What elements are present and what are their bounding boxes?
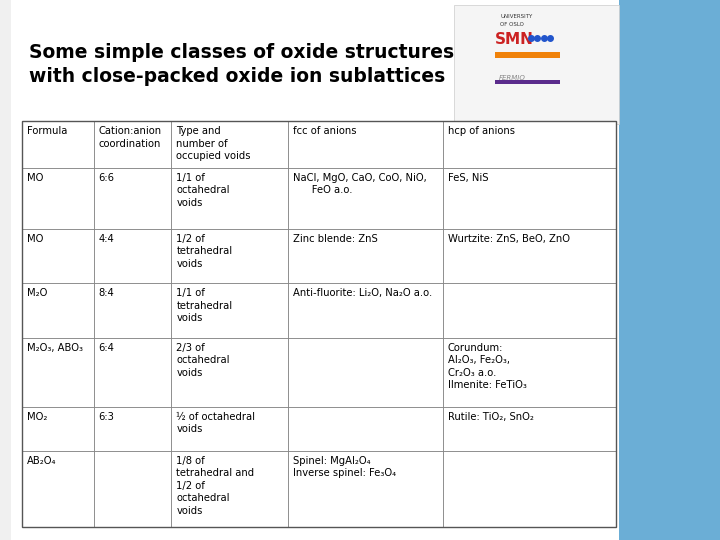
Text: SMN: SMN (495, 32, 534, 48)
Text: 6:3: 6:3 (99, 412, 114, 422)
Bar (443, 168, 616, 229)
Text: Corundum:
Al₂O₃, Fe₂O₃,
Cr₂O₃ a.o.
Ilmenite: FeTiO₃: Corundum: Al₂O₃, Fe₂O₃, Cr₂O₃ a.o. Ilmen… (448, 343, 527, 390)
Bar (288, 451, 443, 526)
Bar (22, 338, 94, 407)
Bar (288, 338, 443, 407)
Text: AB₂O₄: AB₂O₄ (27, 456, 56, 466)
Bar (22, 284, 94, 338)
Text: Anti-fluorite: Li₂O, Na₂O a.o.: Anti-fluorite: Li₂O, Na₂O a.o. (293, 288, 432, 298)
Text: Type and
number of
occupied voids: Type and number of occupied voids (176, 126, 251, 161)
Bar (495, 80, 560, 84)
Bar (288, 229, 443, 284)
Bar (443, 407, 616, 451)
Bar (94, 122, 171, 168)
Bar (443, 284, 616, 338)
Bar (495, 52, 560, 58)
Text: M₂O: M₂O (27, 288, 47, 298)
Text: Cation:anion
coordination: Cation:anion coordination (99, 126, 162, 149)
Text: MO: MO (27, 234, 43, 244)
Bar (171, 122, 288, 168)
Bar (454, 5, 619, 124)
Bar (288, 122, 443, 168)
Text: Rutile: TiO₂, SnO₂: Rutile: TiO₂, SnO₂ (448, 412, 534, 422)
Bar (171, 229, 288, 284)
Text: Spinel: MgAl₂O₄
Inverse spinel: Fe₃O₄: Spinel: MgAl₂O₄ Inverse spinel: Fe₃O₄ (293, 456, 396, 478)
Text: 4:4: 4:4 (99, 234, 114, 244)
Bar (171, 407, 288, 451)
Text: 2/3 of
octahedral
voids: 2/3 of octahedral voids (176, 343, 230, 377)
Bar (171, 451, 288, 526)
Bar (22, 451, 94, 526)
Text: Some simple classes of oxide structures
with close-packed oxide ion sublattices: Some simple classes of oxide structures … (29, 43, 454, 86)
Bar (94, 229, 171, 284)
Bar (171, 168, 288, 229)
Bar (288, 407, 443, 451)
Bar (22, 122, 94, 168)
Text: FeS, NiS: FeS, NiS (448, 173, 488, 183)
Bar (11, 0, 619, 540)
Text: UNIVERSITY: UNIVERSITY (500, 14, 533, 18)
Bar (288, 168, 443, 229)
Bar (443, 338, 616, 407)
Bar (22, 122, 616, 526)
Text: 1/2 of
tetrahedral
voids: 1/2 of tetrahedral voids (176, 234, 233, 268)
Bar (443, 451, 616, 526)
Text: fcc of anions: fcc of anions (293, 126, 356, 137)
Bar (94, 407, 171, 451)
Bar (94, 284, 171, 338)
Bar (94, 338, 171, 407)
Text: MO₂: MO₂ (27, 412, 47, 422)
Bar (443, 229, 616, 284)
Text: 1/8 of
tetrahedral and
1/2 of
octahedral
voids: 1/8 of tetrahedral and 1/2 of octahedral… (176, 456, 255, 516)
Text: Formula: Formula (27, 126, 67, 137)
Text: 6:4: 6:4 (99, 343, 114, 353)
Text: ½ of octahedral
voids: ½ of octahedral voids (176, 412, 256, 434)
Bar (22, 229, 94, 284)
Text: M₂O₃, ABO₃: M₂O₃, ABO₃ (27, 343, 83, 353)
Bar (94, 168, 171, 229)
Bar (443, 122, 616, 168)
Bar (619, 0, 720, 540)
Bar (94, 451, 171, 526)
Text: Zinc blende: ZnS: Zinc blende: ZnS (293, 234, 378, 244)
Bar (22, 168, 94, 229)
Bar (171, 338, 288, 407)
Text: 6:6: 6:6 (99, 173, 114, 183)
Text: 8:4: 8:4 (99, 288, 114, 298)
Text: 1/1 of
tetrahedral
voids: 1/1 of tetrahedral voids (176, 288, 233, 323)
Bar (171, 284, 288, 338)
Text: hcp of anions: hcp of anions (448, 126, 515, 137)
Text: OF OSLO: OF OSLO (500, 22, 524, 26)
Text: FERMIO: FERMIO (499, 75, 526, 80)
Text: NaCl, MgO, CaO, CoO, NiO,
      FeO a.o.: NaCl, MgO, CaO, CoO, NiO, FeO a.o. (293, 173, 427, 195)
Bar (22, 407, 94, 451)
Text: MO: MO (27, 173, 43, 183)
Text: 1/1 of
octahedral
voids: 1/1 of octahedral voids (176, 173, 230, 208)
Text: Wurtzite: ZnS, BeO, ZnO: Wurtzite: ZnS, BeO, ZnO (448, 234, 570, 244)
Bar (288, 284, 443, 338)
